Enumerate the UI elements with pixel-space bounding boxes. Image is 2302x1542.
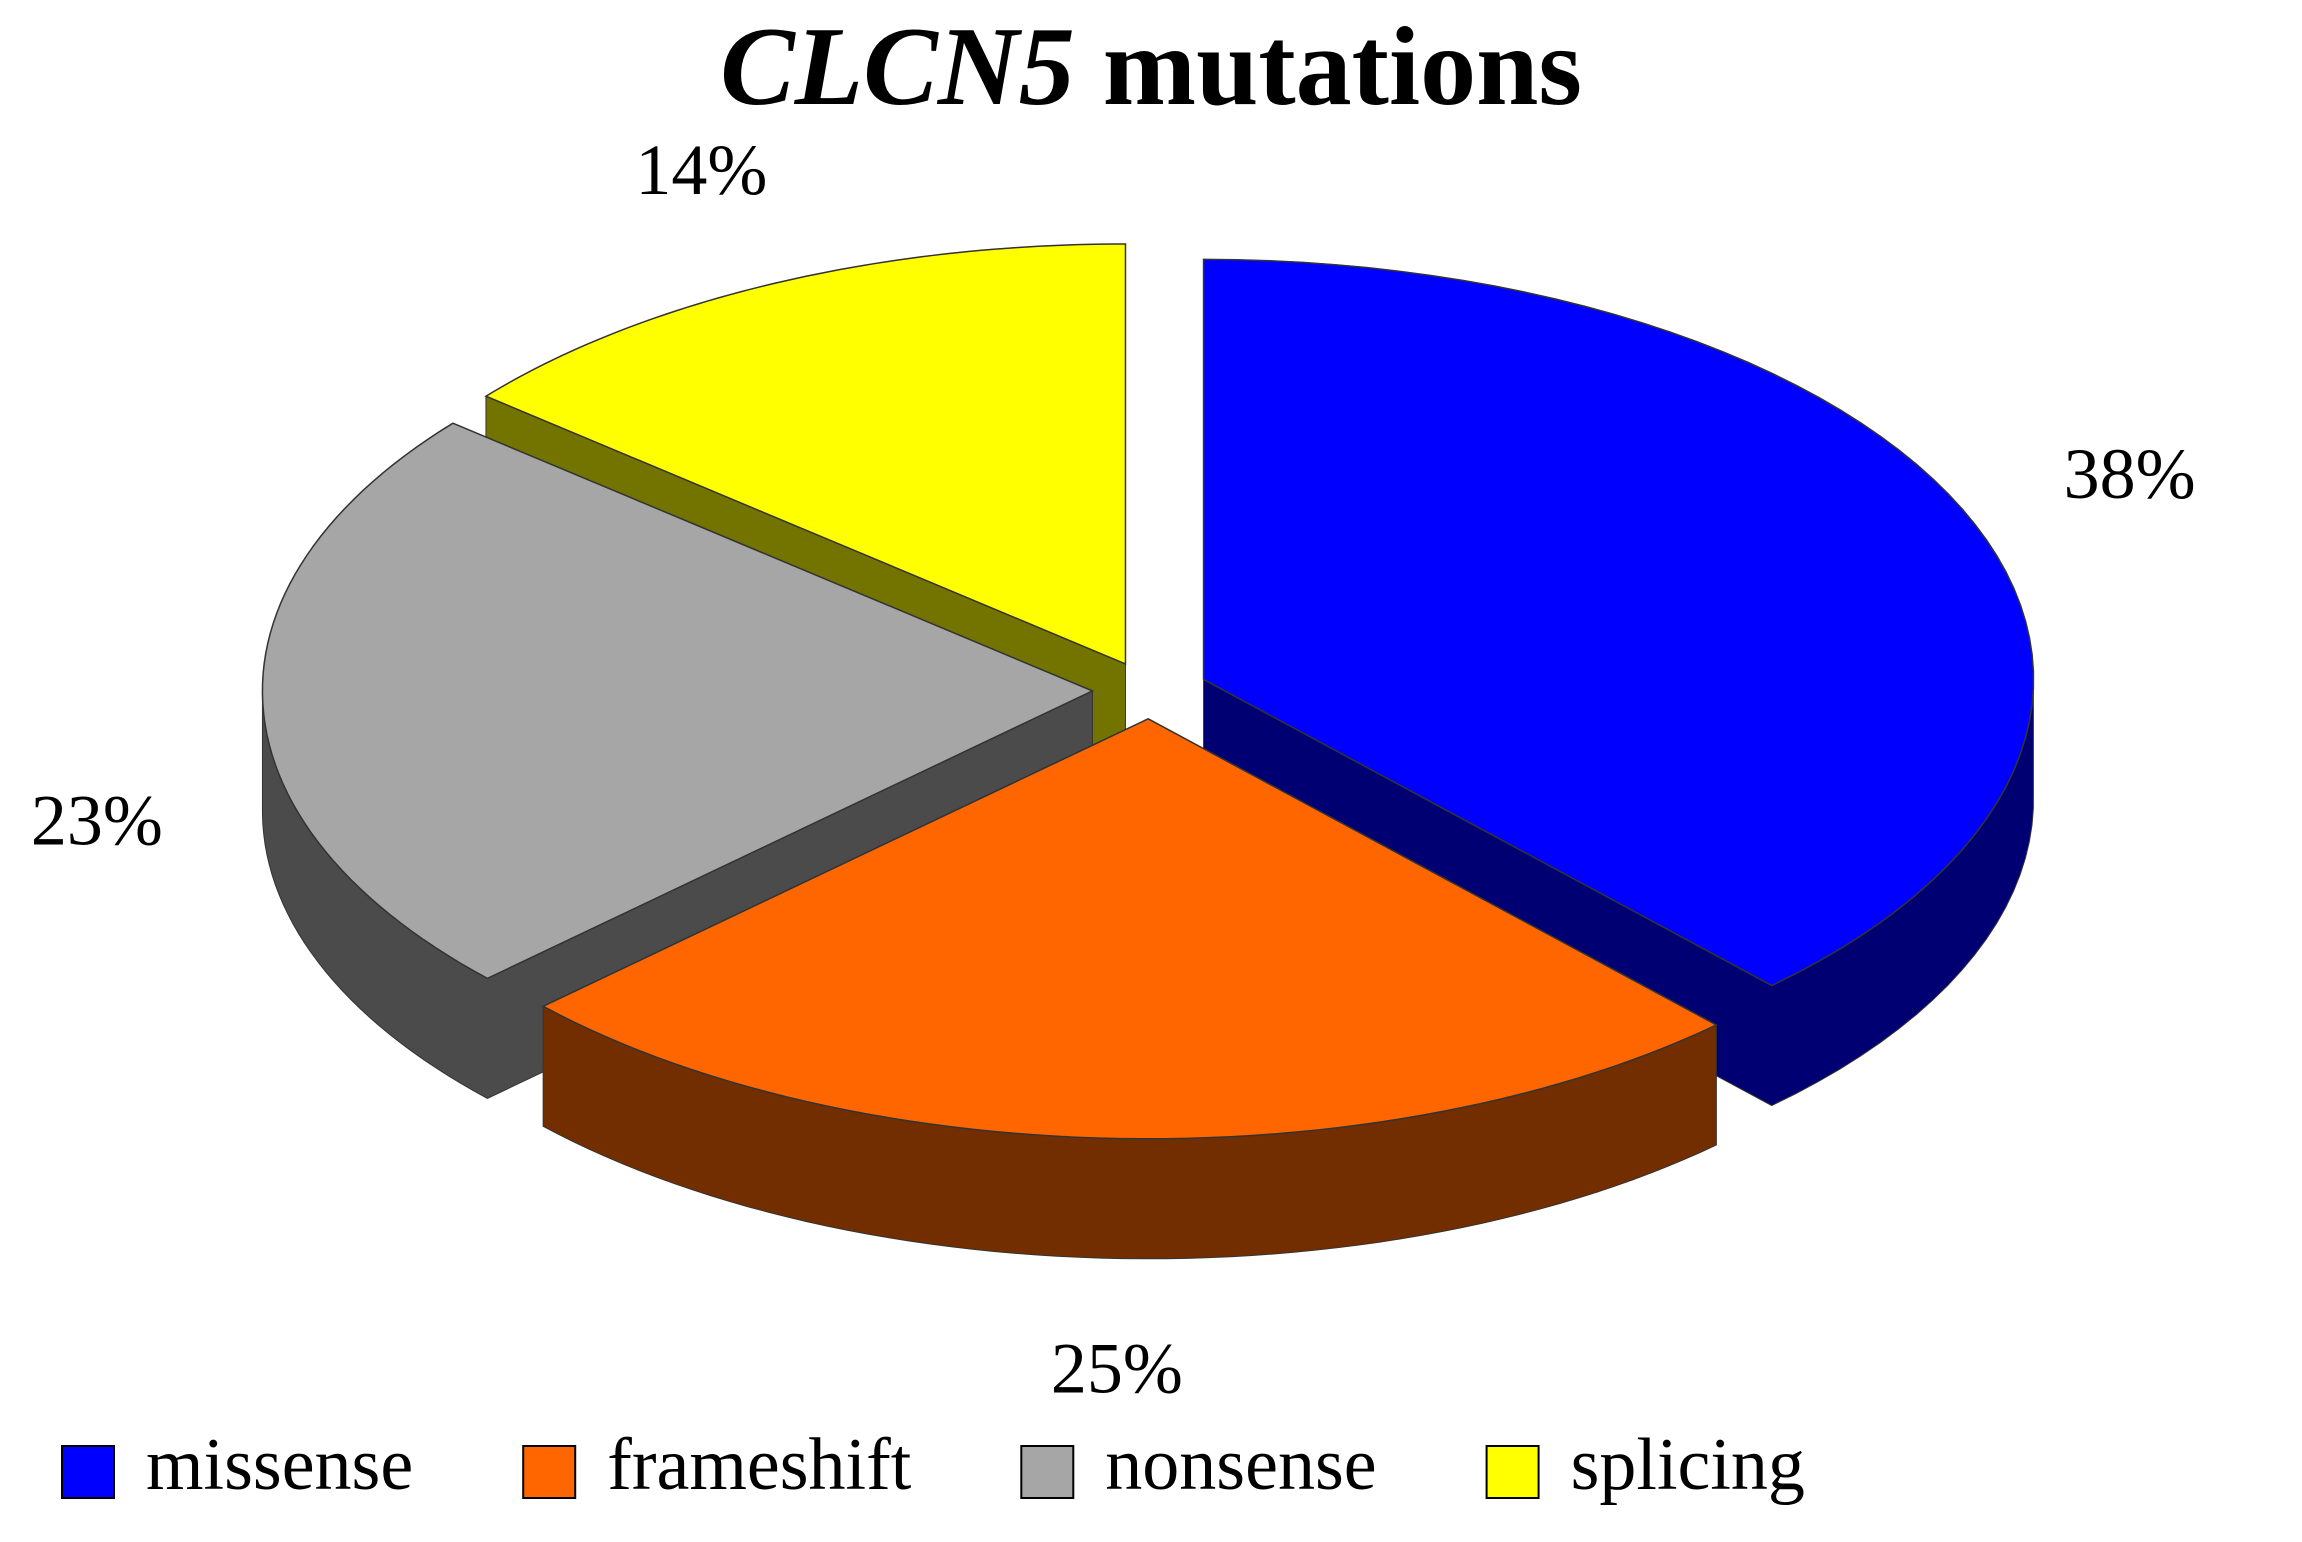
- chart-title: CLCN5 mutations: [720, 5, 1582, 129]
- legend-label: nonsense: [1105, 1424, 1376, 1506]
- data-label: 23%: [31, 780, 163, 860]
- slice: [261, 422, 1095, 980]
- legend-swatch: [1020, 1445, 1075, 1499]
- legend-label: splicing: [1571, 1424, 1805, 1506]
- slice: [541, 717, 1719, 1140]
- data-label: 14%: [635, 130, 767, 210]
- data-label: 25%: [1051, 1329, 1183, 1409]
- legend-swatch: [61, 1445, 115, 1499]
- slice: [1202, 258, 2035, 987]
- legend-swatch: [1485, 1445, 1540, 1499]
- slice: [484, 243, 1127, 666]
- data-label: 38%: [2064, 434, 2196, 514]
- legend-label: missense: [146, 1424, 413, 1506]
- legend-swatch: [522, 1445, 577, 1499]
- pie-tops: [261, 243, 2035, 1140]
- legend-label: frameshift: [607, 1424, 912, 1506]
